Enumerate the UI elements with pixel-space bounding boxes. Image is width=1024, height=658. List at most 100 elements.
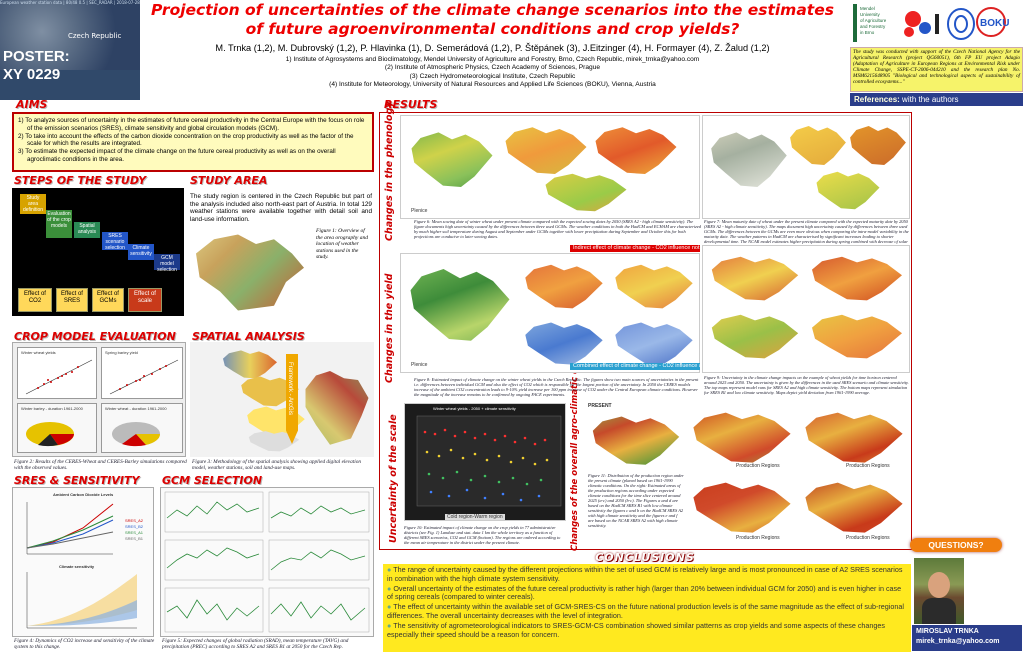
affiliation-1: 1) Institute of Agrosystems and Bioclima… [285, 56, 700, 63]
map-footer: Plenice [411, 208, 428, 214]
winter-wheat-scatter: Winter wheat yields [17, 347, 97, 399]
crop-model-figure: Winter wheat yields Spring barley yield … [12, 342, 186, 457]
conclusion-text: The sensitivity of agrometeorological in… [387, 621, 885, 639]
map-gcm-1 [790, 126, 846, 165]
logos-graphic: Mendel University of Agriculture and For… [853, 4, 1009, 42]
authors: M. Trnka (1,2), M. Dubrovský (1,2), P. H… [215, 43, 770, 53]
sensitivity-chart [26, 572, 137, 629]
side-label-agroclimatic: Changes of the overall agro-climatic con… [570, 333, 580, 551]
map-a2-2025 [711, 256, 799, 301]
photo-face [928, 572, 950, 598]
spatial-heading: SPATIAL ANALYSIS [192, 330, 305, 343]
chart-title: Climate sensitivity [59, 564, 95, 569]
contact-name: MIROSLAV TRNKA [916, 628, 979, 635]
agroclimatic-maps: PRESENT Production Regions Production Re… [586, 403, 910, 549]
aims-heading: AIMS [16, 98, 48, 111]
co2-chart [26, 502, 114, 555]
affiliations: 1) Institute of Agrosystems and Bioclima… [150, 56, 835, 89]
conclusion-1: ● The range of uncertainty caused by the… [387, 565, 907, 583]
poster-id: POSTER: XY 0229 [3, 48, 70, 83]
aim-1: 1) To analyze sources of uncertainty in … [18, 117, 365, 132]
map-indirect-1 [525, 264, 603, 309]
scale-chart: Winter wheat yields - 2050 + climate sen… [404, 403, 566, 521]
map-present [410, 269, 510, 341]
photo-shirt [922, 598, 956, 624]
map-a2-2050 [812, 256, 902, 301]
satellite-map [0, 0, 140, 70]
map-combined-1 [525, 322, 603, 365]
gcm-charts [164, 491, 370, 633]
winter-barley-pie: Winter barley - duration 1961-2000 [17, 403, 97, 453]
scatter-plot [109, 359, 179, 395]
station-map [248, 431, 300, 452]
figure-10-caption: Figure 10: Estimated impact of climate c… [404, 525, 561, 545]
map-footer: Plenice [411, 362, 428, 368]
questions-badge: QUESTIONS? [910, 538, 1002, 552]
conclusion-3: ● The effect of uncertainty within the a… [387, 603, 907, 620]
results-heading: RESULTS [384, 98, 438, 111]
contact-email[interactable]: mirek_trnka@yahoo.com [916, 638, 1000, 645]
region-label-a: Production Regions [736, 463, 780, 469]
gcm-figure [160, 487, 374, 637]
affiliation-4: (4) Institute for Meteorology, Universit… [329, 80, 656, 88]
map-combined-2 [615, 322, 693, 365]
map-gcm-1 [505, 127, 587, 174]
svg-text:University: University [860, 12, 881, 17]
legend-a1: SRES_A1 [125, 530, 144, 535]
scatter-plot [25, 359, 93, 395]
step-sres-selection: SRES scenario selection [102, 232, 128, 251]
results-panel: Changes in the phenology Changes in the … [379, 101, 912, 551]
side-label-phenology: Changes in the phenology [384, 101, 395, 241]
svg-text:BOKU: BOKU [980, 18, 1009, 29]
legend-b1: SRES_B1 [125, 536, 144, 541]
svg-text:of Agriculture: of Agriculture [860, 18, 887, 23]
bullet-icon: ● [387, 565, 392, 574]
winter-wheat-pie: Winter wheat - duration 1961-2000 [101, 403, 183, 453]
chart-title: Ambient Carbon Dioxide Levels [53, 492, 114, 497]
chart-title: Winter wheat - duration 1961-2000 [105, 406, 167, 411]
step-gcm-selection: GCM model selection [154, 254, 180, 273]
side-label-scale: Uncertainty of the scale [388, 414, 399, 543]
references-label: References: [854, 95, 900, 104]
svg-text:and Forestry: and Forestry [860, 24, 886, 29]
map-regions-b [805, 412, 903, 463]
pie-3d [26, 422, 74, 447]
aim-2: 2) To take into account the effects of t… [18, 132, 354, 148]
affiliation-2: (2) Institute of Atmospheric Physics, Cz… [384, 64, 601, 72]
conclusions-box: ● The range of uncertainty caused by the… [383, 564, 911, 652]
legend-a2: SRES_A2 [125, 518, 144, 523]
effect-co2: Effect of CO2 [18, 288, 52, 312]
map-present-regions [592, 416, 680, 465]
affiliation-3: (3) Czech Hydrometeorological Institute,… [409, 72, 576, 80]
chart-title: Spring barley yield [105, 350, 138, 355]
author-photo [914, 558, 964, 624]
combined-effect-bar: Combined effect of climate change - CO2 … [570, 363, 700, 370]
legend-b2: SRES_B2 [125, 524, 144, 529]
svg-text:in Brno: in Brno [860, 30, 875, 35]
aim-3: 3) To estimate the expected impact of th… [18, 148, 336, 163]
figure-6-caption: Figure 6: Mean sowing date of winter whe… [414, 219, 702, 239]
uncertainty-maps [702, 245, 910, 373]
step-crop-evaluation: Evaluation of the crop models [46, 210, 72, 238]
map-gcm-3 [545, 173, 627, 212]
crop-caption: Figure 2: Results of the CERES-Wheat and… [14, 459, 187, 471]
references-text: with the authors [902, 95, 959, 104]
bullet-icon: ● [387, 583, 392, 593]
map-present [711, 132, 787, 187]
figure-11-caption: Figure 11: Distribution of the productio… [588, 473, 684, 528]
map-regions-d [805, 482, 903, 533]
output-map [305, 371, 369, 445]
sres-heading: SRES & SENSITIVITY [14, 474, 140, 487]
poster-title: Projection of uncertainties of the clima… [151, 1, 834, 38]
steps-heading: STEPS OF THE STUDY [14, 174, 147, 187]
sres-figure: Ambient Carbon Dioxide Levels SRES_A2 SR… [12, 487, 154, 637]
spatial-figure: Framework - ArcGis [190, 342, 374, 457]
region-label-b: Production Regions [846, 463, 890, 469]
references: References: with the authors [850, 93, 1023, 106]
map-present [411, 132, 493, 187]
effect-gcms: Effect of GCMs [92, 288, 124, 312]
effect-scale: Effect of scale [128, 288, 162, 312]
gcm-heading: GCM SELECTION [162, 474, 263, 487]
support-note: The study was conducted with support of … [850, 47, 1023, 92]
map-gcm-2 [595, 127, 677, 174]
